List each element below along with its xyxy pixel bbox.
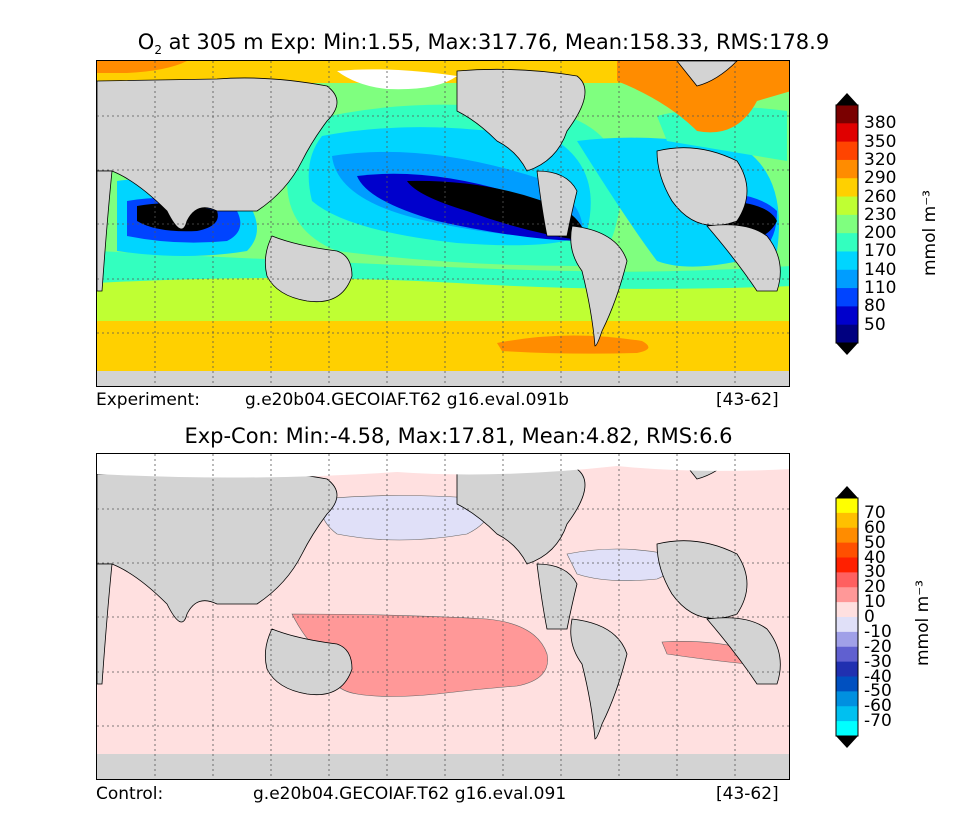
top-colorbar-tick: 200 bbox=[864, 223, 897, 244]
top-colorbar-tick: 260 bbox=[864, 186, 897, 207]
bottom-colorbar-swatch bbox=[836, 676, 858, 692]
top-colorbar-tick: 230 bbox=[864, 204, 897, 225]
top-north-yellow bbox=[97, 61, 789, 83]
bottom-colorbar-unit: mmol m⁻³ bbox=[913, 580, 933, 666]
top-north-orange bbox=[617, 61, 789, 133]
top-colorbar-swatch bbox=[836, 306, 858, 326]
top-colorbar-swatch bbox=[836, 178, 858, 198]
bottom-colorbar-swatch bbox=[836, 572, 858, 588]
top-colorbar-unit: mmol m⁻³ bbox=[920, 190, 940, 276]
bottom-map bbox=[96, 453, 790, 780]
top-colorbar-tick: 350 bbox=[864, 131, 897, 152]
top-colorbar-tick: 140 bbox=[864, 259, 897, 280]
top-colorbar-swatch bbox=[836, 251, 858, 271]
bottom-colorbar-tick: 10 bbox=[864, 592, 886, 613]
top-title-sub: 2 bbox=[154, 43, 162, 58]
top-footer-case: g.e20b04.GECOIAF.T62 g16.eval.091b bbox=[245, 390, 569, 410]
bottom-colorbar-under bbox=[836, 736, 858, 748]
bottom-colorbar-tick: -20 bbox=[864, 636, 892, 657]
bottom-colorbar-over bbox=[836, 486, 858, 498]
bottom-colorbar-tick: 40 bbox=[864, 547, 886, 568]
bottom-map-title: Exp-Con: Min:-4.58, Max:17.81, Mean:4.82… bbox=[184, 424, 733, 448]
top-patch-orange bbox=[497, 335, 649, 354]
top-title-stats: at 305 m Exp: Min:1.55, Max:317.76, Mean… bbox=[161, 30, 830, 54]
bottom-colorbar bbox=[835, 486, 859, 748]
bottom-colorbar-swatch bbox=[836, 602, 858, 618]
bottom-colorbar-tick: 20 bbox=[864, 577, 886, 598]
bottom-np-negative bbox=[320, 495, 490, 541]
top-colorbar-tick: 80 bbox=[864, 296, 886, 317]
top-ice bbox=[337, 69, 457, 90]
bottom-colorbar-tick: 0 bbox=[864, 607, 875, 627]
top-colorbar-swatch bbox=[836, 269, 858, 289]
top-colorbar-tick: 110 bbox=[864, 278, 897, 299]
bottom-colorbar-tick: -40 bbox=[864, 666, 892, 687]
bottom-antarctica bbox=[97, 754, 789, 779]
top-colorbar-frame bbox=[835, 104, 859, 344]
bottom-colorbar-tick: -30 bbox=[864, 651, 892, 672]
top-title-prefix: O bbox=[137, 30, 155, 54]
bottom-arctic-ice bbox=[97, 454, 789, 478]
top-grid bbox=[97, 61, 789, 386]
bottom-footer-case: g.e20b04.GECOIAF.T62 g16.eval.091 bbox=[253, 784, 567, 804]
top-colorbar-swatch bbox=[836, 324, 858, 344]
bottom-colorbar-frame bbox=[835, 497, 859, 737]
top-colorbar-tick: 290 bbox=[864, 168, 897, 189]
top-colorbar-swatch bbox=[836, 288, 858, 307]
top-colorbar-under bbox=[836, 343, 858, 355]
bottom-colorbar-swatch bbox=[836, 631, 858, 648]
top-map bbox=[96, 60, 790, 387]
bottom-na-negative bbox=[566, 548, 673, 581]
top-map-title: O2 at 305 m Exp: Min:1.55, Max:317.76, M… bbox=[0, 30, 967, 57]
bottom-colorbar-swatch bbox=[836, 661, 858, 677]
bottom-colorbar-tick: -10 bbox=[864, 621, 892, 642]
bottom-colorbar-tick: 70 bbox=[864, 502, 886, 523]
top-antarctica bbox=[97, 371, 789, 386]
bottom-footer-years: [43-62] bbox=[716, 784, 779, 804]
top-colorbar-swatch bbox=[836, 141, 858, 161]
bottom-colorbar-swatch bbox=[836, 512, 858, 529]
bottom-footer-label: Control: bbox=[96, 784, 164, 804]
top-footer-label: Experiment: bbox=[96, 390, 200, 410]
top-colorbar-tick: 320 bbox=[864, 149, 897, 170]
top-nw-orange bbox=[97, 61, 187, 73]
top-colorbar-swatch bbox=[836, 233, 858, 252]
bottom-colorbar-swatch bbox=[836, 721, 858, 737]
bottom-colorbar-swatch bbox=[836, 498, 858, 514]
top-colorbar bbox=[835, 93, 859, 355]
bottom-colorbar-swatch bbox=[836, 542, 858, 558]
bottom-colorbar-swatch bbox=[836, 646, 858, 663]
bottom-colorbar-tick: 30 bbox=[864, 562, 886, 583]
top-colorbar-swatch bbox=[836, 196, 858, 216]
bottom-colorbar-tick: 50 bbox=[864, 532, 886, 553]
bottom-colorbar-swatch bbox=[836, 706, 858, 722]
top-colorbar-tick: 170 bbox=[864, 241, 897, 262]
top-footer-years: [43-62] bbox=[716, 390, 779, 410]
bottom-colorbar-swatch bbox=[836, 691, 858, 707]
bottom-grid bbox=[97, 454, 789, 779]
bottom-colorbar-tick: -70 bbox=[864, 711, 892, 732]
bottom-colorbar-swatch bbox=[836, 617, 858, 633]
bottom-colorbar-swatch bbox=[836, 587, 858, 603]
top-colorbar-swatch bbox=[836, 105, 858, 124]
top-colorbar-over bbox=[836, 93, 858, 105]
top-pac-black bbox=[407, 180, 586, 241]
top-colorbar-swatch bbox=[836, 214, 858, 234]
bottom-colorbar-swatch bbox=[836, 557, 858, 573]
bottom-colorbar-tick: -60 bbox=[864, 696, 892, 717]
top-colorbar-tick: 50 bbox=[864, 314, 886, 335]
bottom-colorbar-tick: 60 bbox=[864, 517, 886, 538]
bottom-colorbar-tick: -50 bbox=[864, 681, 892, 702]
top-colorbar-swatch bbox=[836, 159, 858, 179]
top-colorbar-swatch bbox=[836, 123, 858, 143]
top-colorbar-tick: 380 bbox=[864, 113, 897, 134]
bottom-colorbar-swatch bbox=[836, 527, 858, 544]
